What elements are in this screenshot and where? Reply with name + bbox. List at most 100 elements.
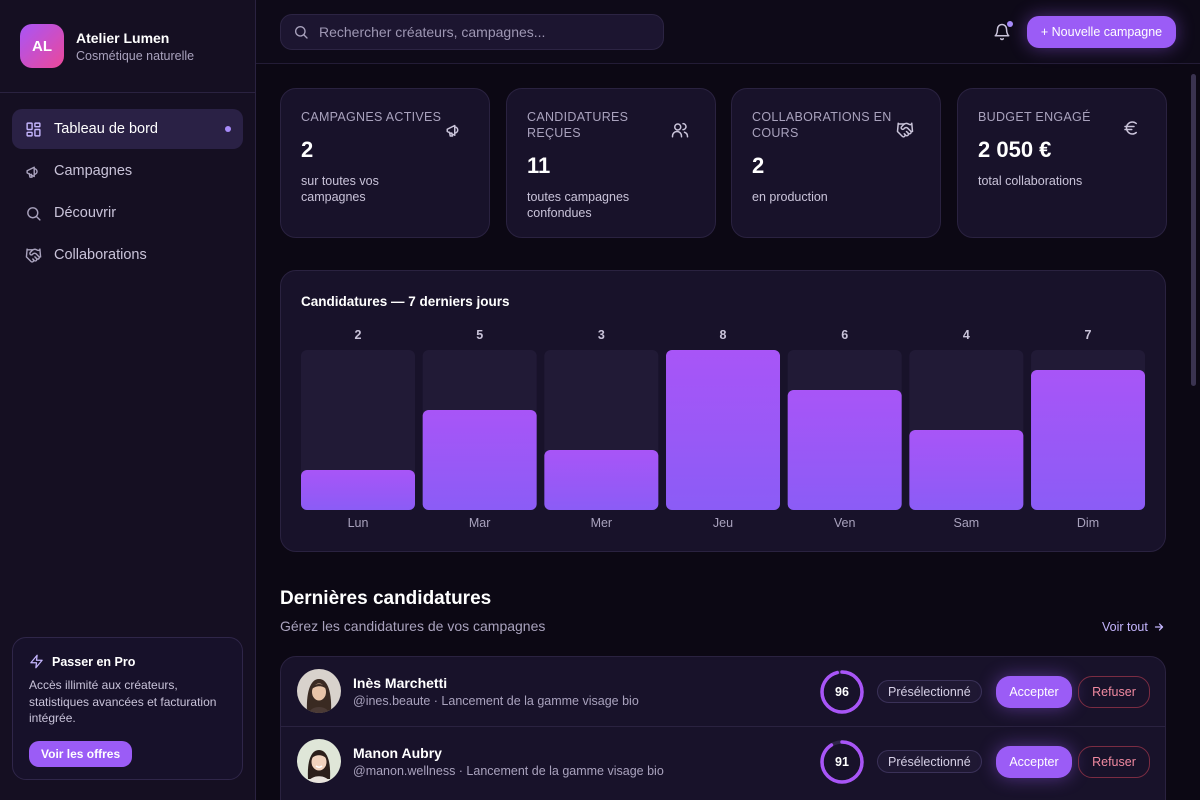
- sidebar-item-campaigns[interactable]: Campagnes: [12, 151, 243, 191]
- x-tick-label: Dim: [1077, 516, 1099, 530]
- sidebar-item-collaborations[interactable]: Collaborations: [12, 235, 243, 275]
- stat-value: 2: [752, 153, 765, 178]
- sidebar-item-dashboard[interactable]: Tableau de bord: [12, 109, 243, 149]
- stat-value: 2 050 €: [978, 137, 1052, 162]
- x-tick-label: Sam: [953, 516, 979, 530]
- search-icon: [24, 204, 42, 222]
- match-score: 91: [819, 739, 865, 785]
- bar-value-label: 7: [1085, 328, 1092, 342]
- stat-card-applications: CANDIDATURES REÇUES 11 toutes campagnes …: [506, 88, 716, 238]
- notification-badge: [1007, 21, 1013, 27]
- pro-title: Passer en Pro: [52, 654, 136, 669]
- section-title: Dernières candidatures: [280, 588, 492, 609]
- stat-label: CAMPAGNES ACTIVES: [301, 110, 442, 124]
- pro-upsell-card: Passer en Pro Accès illimité aux créateu…: [12, 637, 243, 780]
- dashboard-icon: [24, 120, 42, 138]
- applications-list: Inès Marchetti @ines.beaute · Lancement …: [280, 656, 1166, 800]
- x-tick-label: Jeu: [713, 516, 733, 530]
- accept-button[interactable]: Accepter: [996, 746, 1072, 778]
- scrollbar-thumb[interactable]: [1191, 74, 1196, 386]
- chart-bar-dim[interactable]: [1031, 370, 1146, 510]
- users-icon: [671, 121, 689, 139]
- match-score-value: 96: [835, 685, 849, 699]
- stat-value: 2: [301, 137, 314, 162]
- search-bar: [280, 14, 664, 50]
- applications-chart-card: Candidatures — 7 derniers jours 2 Lun 5 Mar…: [280, 270, 1166, 552]
- topbar: + Nouvelle campagne: [256, 0, 1200, 64]
- applications-bar-chart: 2 Lun 5 Mar 3 Mer 8 Jeu 6 Ven 4 Sam 7 Dim: [301, 328, 1146, 530]
- sidebar-item-label: Tableau de bord: [54, 121, 158, 137]
- avatar[interactable]: [297, 739, 341, 783]
- euro-icon: [1122, 119, 1140, 137]
- stat-subtitle: total collaborations: [978, 174, 1083, 188]
- brand-logo: AL: [20, 24, 64, 68]
- sidebar-item-discover[interactable]: Découvrir: [12, 193, 243, 233]
- chart-bar-lun[interactable]: [301, 470, 415, 510]
- stat-card-active-campaigns: CAMPAGNES ACTIVES 2 sur toutes vos campa…: [280, 88, 490, 238]
- match-score-value: 91: [835, 755, 849, 769]
- accept-button[interactable]: Accepter: [996, 676, 1072, 708]
- stat-value: 11: [527, 153, 551, 178]
- chart-title: Candidatures — 7 derniers jours: [301, 294, 510, 309]
- brand: AL Atelier Lumen Cosmétique naturelle: [20, 24, 194, 68]
- avatar[interactable]: [297, 669, 341, 713]
- section-subtitle: Gérez les candidatures de vos campagnes: [280, 618, 546, 634]
- sidebar-divider: [0, 92, 255, 93]
- chart-bar-mer[interactable]: [544, 450, 659, 510]
- stat-card-collaborations: COLLABORATIONS EN COURS 2 en production: [731, 88, 941, 238]
- stat-card-budget: BUDGET ENGAGÉ 2 050 € total collaboratio…: [957, 88, 1167, 238]
- sidebar: AL Atelier Lumen Cosmétique naturelle Ta…: [0, 0, 256, 800]
- stat-label: COLLABORATIONS EN COURS: [752, 110, 892, 140]
- creator-name: Inès Marchetti: [353, 675, 448, 691]
- see-all-label: Voir tout: [1102, 620, 1148, 634]
- status-badge: Présélectionné: [877, 680, 982, 703]
- refuse-button[interactable]: Refuser: [1078, 746, 1150, 778]
- scrollbar[interactable]: [1188, 64, 1200, 800]
- stat-subtitle: sur toutes vos campagnes: [301, 174, 379, 204]
- list-item: Manon Aubry @manon.wellness · Lancement …: [281, 726, 1165, 795]
- creator-name: Manon Aubry: [353, 745, 442, 761]
- see-all-link[interactable]: Voir tout: [1102, 620, 1165, 634]
- active-indicator: [225, 126, 231, 132]
- new-campaign-button[interactable]: + Nouvelle campagne: [1027, 16, 1176, 48]
- bell-icon: [993, 23, 1011, 41]
- x-tick-label: Mer: [591, 516, 613, 530]
- view-offers-button[interactable]: Voir les offres: [29, 740, 133, 767]
- chart-bar-mar[interactable]: [422, 410, 537, 510]
- chart-bar-jeu[interactable]: [666, 350, 781, 510]
- stat-label: CANDIDATURES REÇUES: [527, 110, 629, 140]
- search-input[interactable]: [319, 24, 639, 40]
- bar-value-label: 3: [598, 328, 605, 342]
- handshake-icon: [896, 121, 914, 139]
- bar-value-label: 8: [720, 328, 727, 342]
- chart-bar-sam[interactable]: [909, 430, 1024, 510]
- lightning-icon: [29, 654, 44, 669]
- creator-meta: @ines.beaute · Lancement de la gamme vis…: [353, 694, 639, 708]
- notifications-button[interactable]: [990, 20, 1014, 44]
- megaphone-icon: [445, 121, 463, 139]
- chart-bar-ven[interactable]: [787, 390, 902, 510]
- bar-value-label: 5: [476, 328, 483, 342]
- x-tick-label: Ven: [834, 516, 856, 530]
- x-tick-label: Mar: [469, 516, 491, 530]
- sidebar-item-label: Collaborations: [54, 247, 147, 263]
- match-score: 96: [819, 669, 865, 715]
- stat-subtitle: en production: [752, 190, 828, 204]
- bar-value-label: 6: [841, 328, 848, 342]
- status-badge: Présélectionné: [877, 750, 982, 773]
- stat-subtitle: toutes campagnes confondues: [527, 190, 630, 220]
- search-icon: [293, 24, 309, 40]
- creator-meta: @manon.wellness · Lancement de la gamme …: [353, 764, 664, 778]
- sidebar-item-label: Découvrir: [54, 205, 117, 221]
- brand-tagline: Cosmétique naturelle: [76, 48, 195, 63]
- sidebar-nav: Tableau de bord Campagnes Découvrir Co: [12, 109, 243, 277]
- sidebar-item-label: Campagnes: [54, 163, 133, 179]
- pro-description: Accès illimité aux créateurs, statistiqu…: [29, 678, 217, 725]
- bar-value-label: 4: [963, 328, 970, 342]
- brand-name: Atelier Lumen: [76, 29, 170, 46]
- arrow-right-icon: [1153, 621, 1165, 633]
- megaphone-icon: [24, 162, 42, 180]
- refuse-button[interactable]: Refuser: [1078, 676, 1150, 708]
- list-item: Inès Marchetti @ines.beaute · Lancement …: [281, 657, 1165, 726]
